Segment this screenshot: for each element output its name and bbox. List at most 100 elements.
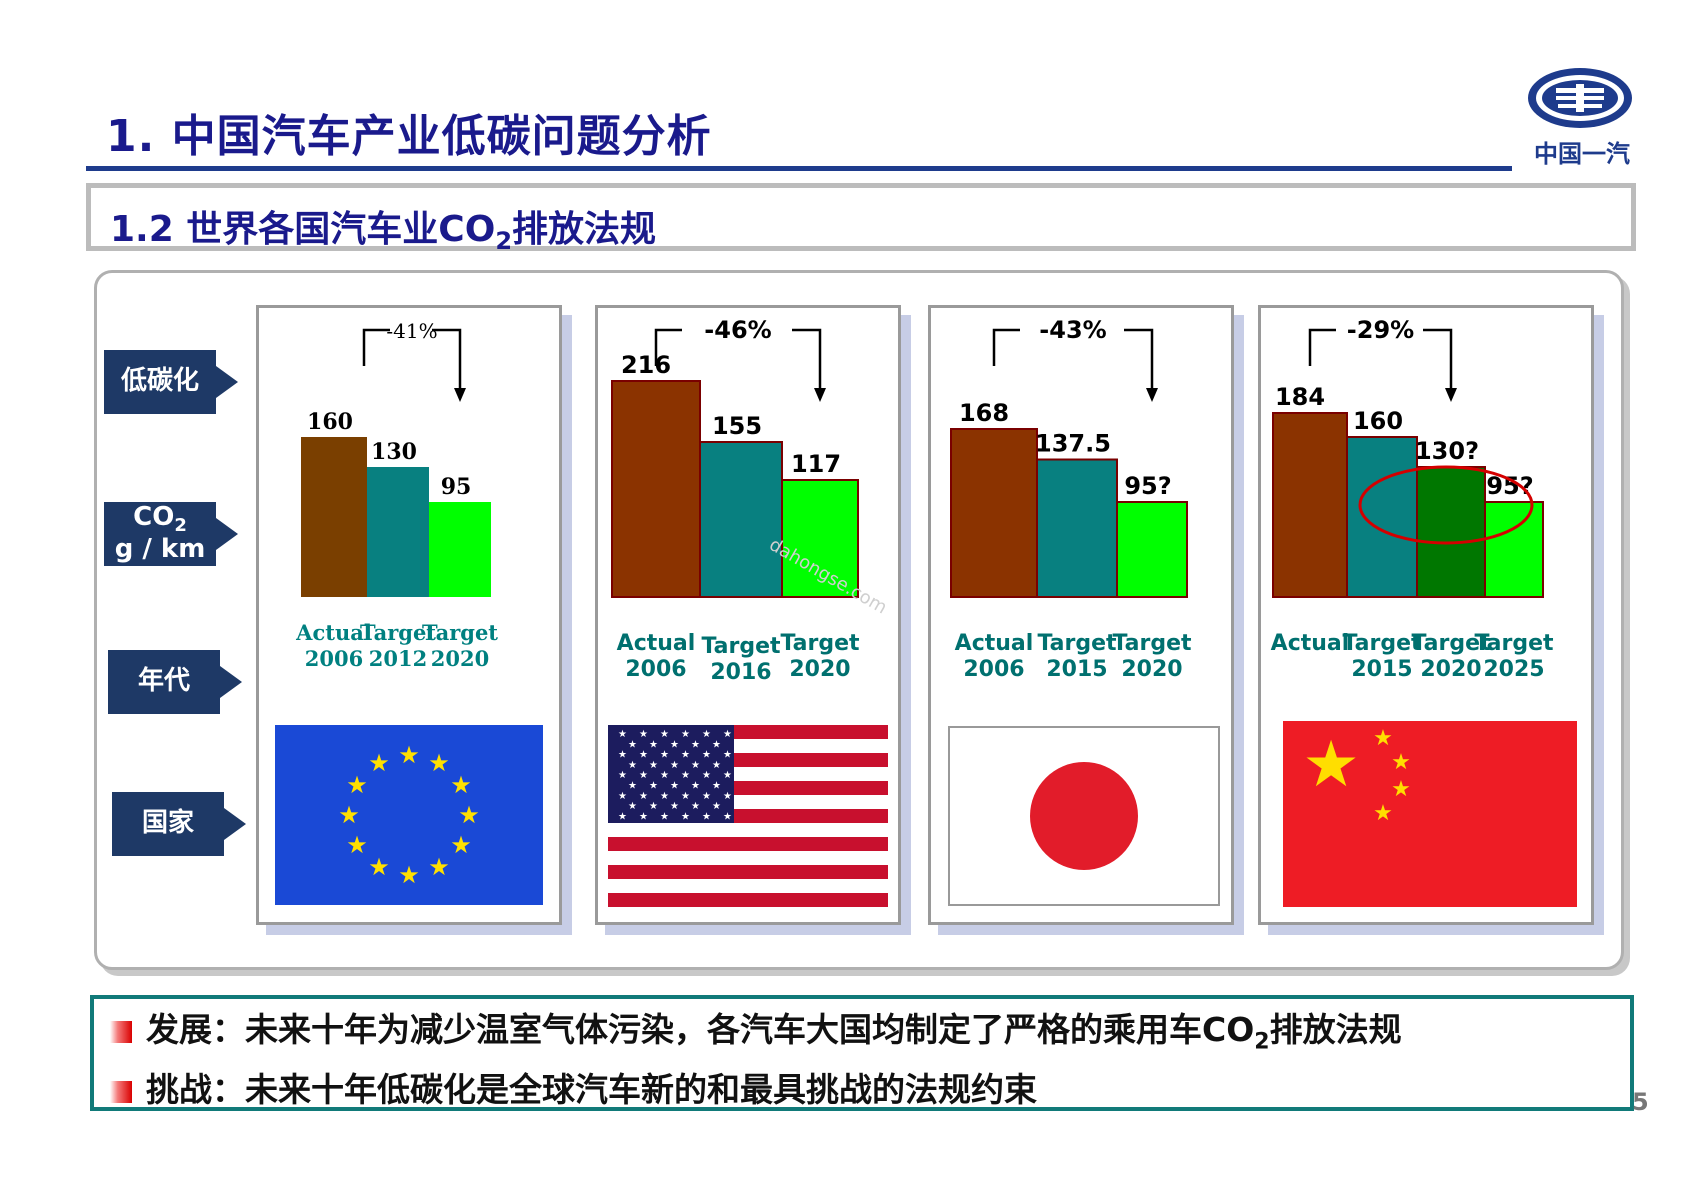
star-icon: ★ <box>670 739 679 750</box>
subtitle-box <box>86 183 1636 251</box>
china-flag-icon: ★ ★★★★ <box>1283 721 1577 907</box>
subtitle-prefix: 1.2 世界各国汽车业CO <box>110 209 496 250</box>
star-icon: ★ <box>691 801 700 812</box>
japan-panel: 168 Actual 2006 137.5 Target 2015 95? Target 202… <box>928 305 1234 925</box>
row-label-co2: CO2 g / km <box>104 502 238 566</box>
category-label: 2020 <box>789 657 850 682</box>
bar <box>1484 501 1544 598</box>
arrow-down-icon <box>1445 388 1457 402</box>
category-label: 2006 <box>305 646 363 671</box>
bracket-left <box>654 328 682 366</box>
star-icon: ★ <box>712 781 721 792</box>
star-icon: ★ <box>458 801 480 829</box>
value-label: 130? <box>1415 437 1479 465</box>
bullet-icon <box>110 1021 132 1043</box>
star-icon: ★ <box>639 811 648 822</box>
faw-logo-icon: 中国一汽 <box>1528 68 1632 168</box>
category-label: 2015 <box>1351 657 1412 682</box>
star-icon: ★ <box>338 801 360 829</box>
note-sub: 2 <box>1254 1029 1270 1055</box>
notes-box <box>90 995 1634 1111</box>
bar <box>611 380 701 598</box>
bullet-icon <box>110 1081 132 1103</box>
value-label: 216 <box>621 351 671 379</box>
reduction-bracket: -29% <box>1308 316 1457 402</box>
category-label: Target <box>701 634 781 659</box>
china-chart: 184Actual160Target2015130?Target202095?T… <box>1271 316 1577 907</box>
star-icon: ★ <box>723 729 732 740</box>
reduction-label: -46% <box>704 316 771 344</box>
star-icon: ★ <box>639 791 648 802</box>
bar <box>781 479 859 598</box>
us-flag-icon: ★ ★ ★ ★ ★ ★★ ★ ★ ★ ★★ ★ ★ ★ ★ ★★ ★ ★ ★ ★★ ★ ★ ★ ★ ★★ ★ ★ ★ ★★ ★ ★ ★ ★ ★★… <box>608 725 888 907</box>
star-icon: ★ <box>681 811 690 822</box>
star-icon: ★ <box>368 749 390 777</box>
category-label: 2020 <box>431 646 489 671</box>
value-label: 117 <box>791 450 841 478</box>
star-icon: ★ <box>639 729 648 740</box>
bracket-left <box>1308 328 1336 366</box>
star-icon: ★ <box>649 760 658 771</box>
star-icon: ★ <box>702 811 711 822</box>
faw-logo: 中国一汽 <box>1518 62 1648 172</box>
star-icon: ★ <box>639 750 648 761</box>
value-label: 160 <box>1353 407 1403 435</box>
star-icon: ★ <box>670 781 679 792</box>
subtitle-sub: 2 <box>495 227 513 256</box>
note-text-suffix: 排放法规 <box>1269 1010 1402 1049</box>
value-label: 130 <box>371 439 417 465</box>
category-label: Target <box>1411 631 1491 656</box>
logo-text: 中国一汽 <box>1534 140 1630 168</box>
star-icon: ★ <box>1373 726 1393 751</box>
co2-sub: 2 <box>174 515 187 537</box>
note-label: 挑战： <box>146 1070 245 1109</box>
star-icon: ★ <box>398 861 420 889</box>
note-text: 未来十年为减少温室气体污染，各汽车大国均制定了严格的乘用车CO <box>245 1010 1255 1049</box>
star-icon: ★ <box>702 791 711 802</box>
star-icon: ★ <box>639 770 648 781</box>
bar <box>1116 501 1188 598</box>
star-icon: ★ <box>712 801 721 812</box>
bracket-right <box>792 328 822 392</box>
star-icon: ★ <box>660 770 669 781</box>
reduction-bracket: -41% <box>362 319 466 402</box>
value-label: 137.5 <box>1035 430 1111 458</box>
bar <box>1272 412 1348 598</box>
reduction-bracket: -46% <box>654 316 826 402</box>
star-icon: ★ <box>428 853 450 881</box>
eu-panel: 160 Actual 2006 130 Target 2012 95 Target 2020 -4… <box>256 305 562 925</box>
us-chart: 216Actual2006155Target2016117Target2020-… <box>608 316 891 907</box>
star-icon: ★ <box>346 831 368 859</box>
value-label: 95? <box>1124 472 1171 500</box>
value-label: 168 <box>959 399 1009 427</box>
star-icon: ★ <box>660 729 669 740</box>
china-panel: 184 Actual 160 Target 2015 130? Target 2020 95? T… <box>1258 305 1594 925</box>
bar <box>429 502 491 597</box>
row-label-era: 年代 <box>108 650 242 714</box>
star-icon: ★ <box>346 771 368 799</box>
star-icon: ★ <box>649 801 658 812</box>
star-icon: ★ <box>1373 801 1393 826</box>
arrow-down-icon <box>1146 388 1158 402</box>
star-icon: ★ <box>702 750 711 761</box>
bar <box>1346 436 1418 598</box>
category-label: Target <box>780 631 860 656</box>
category-label: 2015 <box>1046 657 1107 682</box>
bar <box>301 437 367 597</box>
category-label: Target <box>1342 631 1422 656</box>
bracket-left <box>362 328 390 366</box>
highlight-circle <box>1358 465 1534 545</box>
arrow-down-icon <box>454 388 466 402</box>
bar <box>950 428 1038 598</box>
category-label: Target <box>1474 631 1554 656</box>
eu-flag-icon: ★ ★★★★★★★★★★★ <box>275 725 543 905</box>
category-label: Target <box>1037 631 1117 656</box>
star-icon: ★ <box>723 791 732 802</box>
star-icon: ★ <box>660 811 669 822</box>
star-icon: ★ <box>681 770 690 781</box>
star-icon: ★ <box>681 729 690 740</box>
japan-flag-icon <box>948 726 1220 906</box>
star-icon: ★ <box>691 781 700 792</box>
star-icon: ★ <box>660 750 669 761</box>
